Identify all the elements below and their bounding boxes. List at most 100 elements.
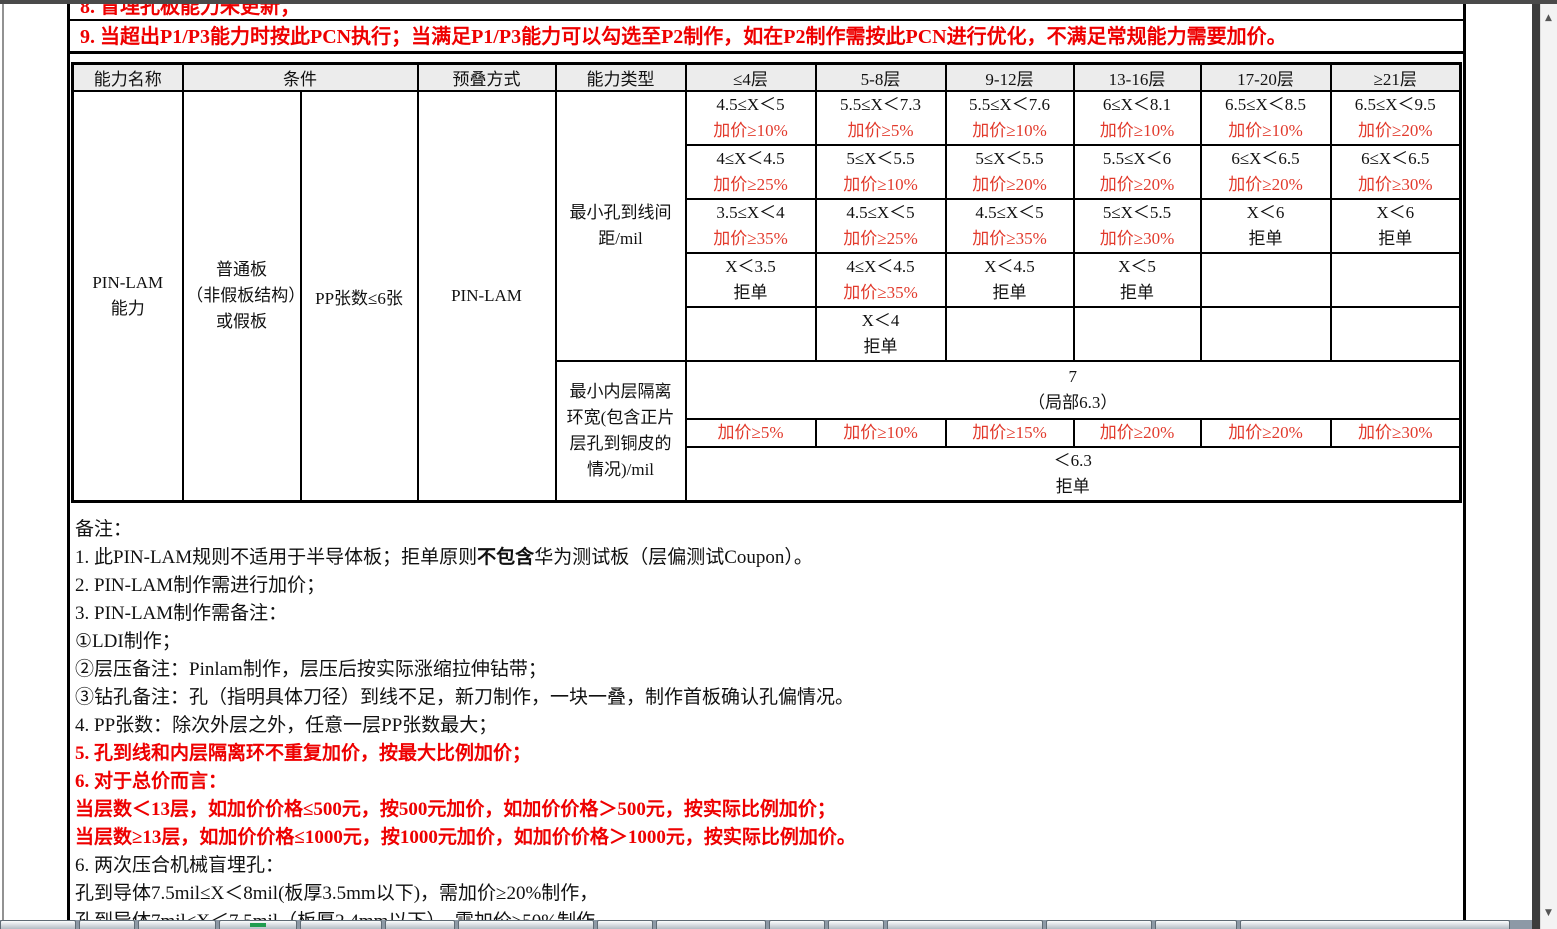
grid-cell: X＜5 拒单 [1072,252,1202,308]
top-note-8: 8. 盲埋孔板能力未更新； [80,0,300,18]
note-line: 4. PP张数：除次外层之外，任意一层PP张数最大； [75,715,498,736]
active-sheet-marker [250,923,266,927]
range-value: X＜4 [861,311,900,330]
note-line-red: 6. 对于总价而言： [75,771,228,792]
sheet-tab[interactable] [1046,920,1152,929]
grid-cell: 5.5≤X＜7.3 加价≥5% [814,90,947,146]
sheet-tab[interactable] [887,920,1043,929]
sheet-tab[interactable] [1240,920,1510,929]
top-note-9: 9. 当超出P1/P3能力时按此PCN执行；当满足P1/P3能力可以勾选至P2制… [80,26,1287,48]
surcharge-value: 加价≥35% [972,229,1047,248]
note-line: 2. PIN-LAM制作需进行加价； [75,575,326,596]
range-value: 3.5≤X＜4 [716,203,785,222]
pitch-row-4: X＜3.5 拒单 4≤X＜4.5 加价≥35% X＜4.5 拒单 X＜5 拒单 [73,252,1462,308]
grid-cell: X＜4.5 拒单 [944,252,1075,308]
sheet-tab[interactable] [79,920,135,929]
note-line-red: 当层数＜13层，如加价价格≤500元，按500元加价，如加价价格＞500元，按实… [75,799,836,820]
table-header-row: 能力名称 条件 预叠方式 能力类型 ≤4层 5-8层 9-12层 13-16层 … [71,62,1462,92]
scrollbar-up-button[interactable]: ▲ [1545,13,1552,23]
pitch-row-3: 3.5≤X＜4 加价≥35% 4.5≤X＜5 加价≥25% 4.5≤X＜5 加价≥35… [73,198,1462,254]
grid-cell-empty [684,306,817,362]
sheet-tab[interactable] [458,920,594,929]
surcharge-cell: 加价≥20% [1199,418,1332,448]
range-value: 4≤X＜4.5 [846,257,915,276]
reject-value: 拒单 [1248,229,1283,248]
surcharge-value: 加价≥20% [1228,175,1303,194]
reject-value: 拒单 [863,337,898,356]
vertical-scrollbar-track[interactable] [1540,4,1557,929]
reject-value: 拒单 [1120,283,1154,302]
grid-cell: 3.5≤X＜4 加价≥35% [684,198,817,254]
header-capability-name: 能力名称 [71,62,184,92]
reject-value: 拒单 [992,283,1027,302]
range-value: 5≤X＜5.5 [846,149,915,168]
range-value: 4.5≤X＜5 [716,95,785,114]
sheet-tab[interactable] [597,920,653,929]
grid-cell: 4.5≤X＜5 加价≥10% [684,90,817,146]
isolation-reject-cell: ＜6.3 拒单 [684,446,1462,503]
note-line: 6. 两次压合机械盲埋孔： [75,855,285,876]
sheet-tab[interactable] [769,920,825,929]
sheet-tab-active[interactable] [219,920,297,929]
range-value: 5.5≤X＜7.6 [968,95,1051,114]
sheet-tab[interactable] [385,920,455,929]
surcharge-value: 加价≥10% [843,423,918,442]
note-line: ③钻孔备注：孔（指明具体刀径）到线不足，新刀制作，一块一叠，制作首板确认孔偏情况… [75,687,855,708]
header-layers-13-16: 13-16层 [1072,62,1202,92]
sheet-tab[interactable] [0,920,76,929]
grid-cell-empty [944,306,1075,362]
sheet-tab[interactable] [1155,920,1237,929]
sheet-tab[interactable] [656,920,766,929]
surcharge-value: 加价≥30% [1358,423,1433,442]
range-value: 5.5≤X＜7.3 [839,95,922,114]
grid-cell: 5≤X＜5.5 加价≥30% [1072,198,1202,254]
range-value: 4.5≤X＜5 [975,203,1044,222]
range-value: 6≤X＜6.5 [1231,149,1300,168]
grid-cell: 4.5≤X＜5 加价≥25% [814,198,947,254]
surcharge-value: 加价≥25% [843,229,918,248]
surcharge-value: 加价≥20% [1099,423,1175,442]
sheet-tab-strip [0,920,1532,929]
range-value: 6.5≤X＜8.5 [1224,95,1307,114]
pitch-row-1: PIN-LAM 能力 普通板 （非假板结构）或假板 PP张数≤6张 PIN-LA… [71,90,1462,503]
note-text: 1. 此PIN-LAM规则不适用于半导体板；拒单原则 [75,547,478,568]
prestack-method-cell: PIN-LAM [416,90,557,503]
grid-cell: 4.5≤X＜5 加价≥35% [944,198,1075,254]
surcharge-value: 加价≥20% [972,175,1047,194]
note-line: 1. 此PIN-LAM规则不适用于半导体板；拒单原则不包含华为测试板（层偏测试C… [75,544,1459,572]
note-line: 孔到导体7.5mil≤X＜8mil(板厚3.5mm以下)，需加价≥20%制作， [75,883,599,904]
page-border-right [1463,0,1466,920]
surcharge-value: 加价≥5% [847,121,914,140]
capability-table: 能力名称 条件 预叠方式 能力类型 ≤4层 5-8层 9-12层 13-16层 … [71,62,1462,503]
surcharge-value: 加价≥10% [843,175,918,194]
sheet-tab[interactable] [828,920,884,929]
isolation-surcharge-row: 加价≥5% 加价≥10% 加价≥15% 加价≥20% 加价≥20% 加价≥30% [73,418,1462,448]
sheet-tab[interactable] [300,920,382,929]
sheet-tab[interactable] [138,920,216,929]
surcharge-cell: 加价≥30% [1329,418,1462,448]
surcharge-value: 加价≥35% [843,283,918,302]
surcharge-cell: 加价≥10% [814,418,947,448]
surcharge-value: 加价≥5% [717,423,784,442]
pitch-label-cell: 最小孔到线间 距/mil [554,90,687,362]
row-separator-line [67,19,1466,21]
header-layers-5-8: 5-8层 [814,62,947,92]
range-value: X＜6 [1246,203,1285,222]
header-capability-type: 能力类型 [554,62,687,92]
range-value: 5≤X＜5.5 [1102,203,1172,222]
surcharge-cell: 加价≥15% [944,418,1075,448]
grid-cell: 6.5≤X＜9.5 加价≥20% [1329,90,1462,146]
header-layers-17-20: 17-20层 [1199,62,1332,92]
surcharge-value: 加价≥20% [1358,121,1433,140]
surcharge-value: 加价≥35% [713,229,788,248]
grid-cell: 6≤X＜6.5 加价≥20% [1199,144,1332,200]
surcharge-value: 加价≥25% [713,175,788,194]
pitch-row-5: X＜4 拒单 [73,306,1462,362]
scrollbar-down-button[interactable]: ▼ [1545,908,1552,918]
surcharge-value: 加价≥10% [1099,121,1175,140]
grid-cell: 6.5≤X＜8.5 加价≥10% [1199,90,1332,146]
grid-cell-empty [1329,252,1462,308]
note-line: ②层压备注：Pinlam制作，层压后按实际涨缩拉伸钻带； [75,659,547,680]
surcharge-value: 加价≥30% [1099,229,1175,248]
